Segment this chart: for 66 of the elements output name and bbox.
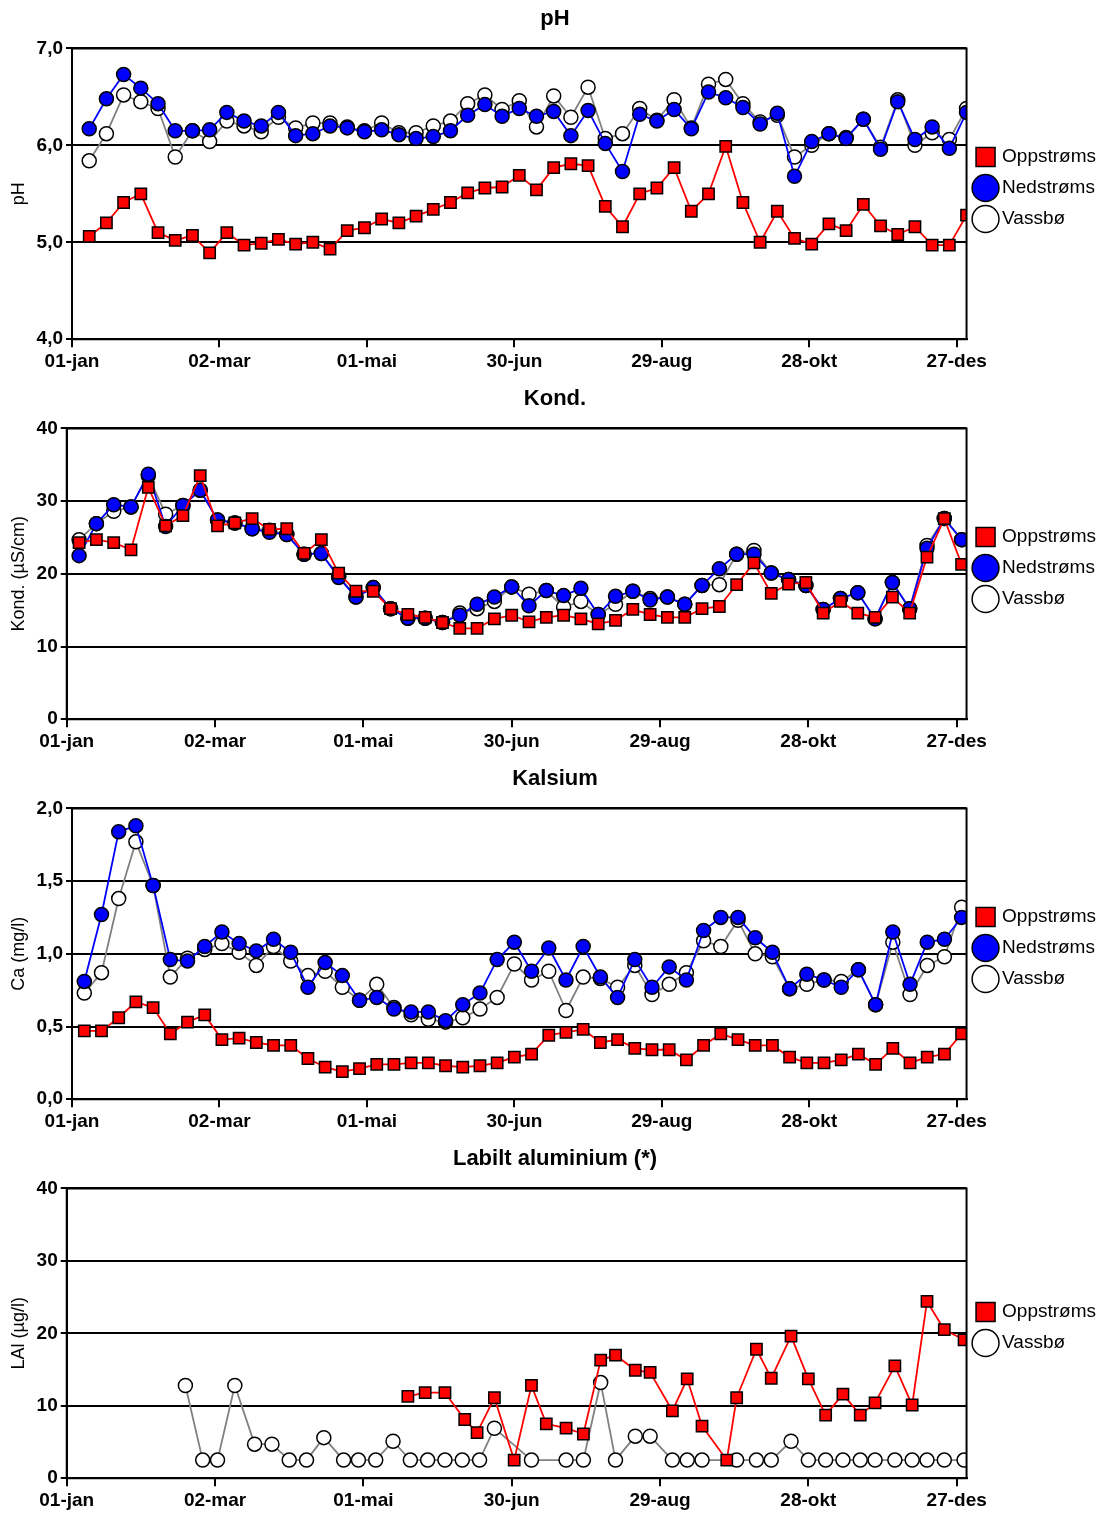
legend-label: Nedstrøms xyxy=(1002,556,1095,578)
legend-label: Vassbø xyxy=(1002,207,1066,229)
x-tick-label: 27-des xyxy=(926,729,987,751)
x-tick-label: 01-mai xyxy=(336,349,398,371)
x-tick-label: 01-mai xyxy=(333,1488,394,1510)
y-axis-title: Kond. (µS/cm) xyxy=(7,516,28,632)
x-tick-label: 29-aug xyxy=(631,349,693,371)
y-tick-label: 0 xyxy=(47,1466,58,1488)
x-tick-label: 01-jan xyxy=(39,1488,95,1510)
x-tick-label: 28-okt xyxy=(780,729,837,751)
y-axis-title: Ca (mg/l) xyxy=(7,916,28,991)
y-tick-label: 10 xyxy=(36,1393,58,1415)
chart-title: Kond. xyxy=(523,385,587,411)
x-tick-label: 28-okt xyxy=(781,349,838,371)
y-tick-label: 2,0 xyxy=(36,796,64,818)
x-tick-label: 30-jun xyxy=(483,1488,540,1510)
x-tick-label: 30-jun xyxy=(486,1109,543,1131)
x-tick-label: 29-aug xyxy=(629,1488,691,1510)
chart-title: Labilt aluminium (*) xyxy=(452,1145,658,1171)
legend-label: Oppstrøms xyxy=(1002,145,1096,167)
y-tick-label: 0 xyxy=(47,707,58,729)
y-tick-label: 7,0 xyxy=(36,36,64,58)
legend-label: Oppstrøms xyxy=(1002,1300,1096,1322)
legend-label: Nedstrøms xyxy=(1002,176,1095,198)
y-tick-label: 30 xyxy=(36,1249,58,1271)
x-tick-label: 01-jan xyxy=(39,729,95,751)
x-tick-label: 01-jan xyxy=(44,349,100,371)
x-tick-label: 30-jun xyxy=(483,729,540,751)
legend-label: Vassbø xyxy=(1002,587,1066,609)
x-tick-label: 02-mar xyxy=(188,1109,252,1131)
legend-label: Oppstrøms xyxy=(1002,525,1096,547)
legend-label: Oppstrøms xyxy=(1002,905,1096,927)
y-axis-title: pH xyxy=(7,182,28,206)
x-tick-label: 28-okt xyxy=(780,1488,837,1510)
x-tick-label: 01-jan xyxy=(44,1109,100,1131)
legend-label: Vassbø xyxy=(1002,967,1066,989)
y-tick-label: 0,0 xyxy=(36,1087,64,1109)
y-tick-label: 4,0 xyxy=(36,327,64,349)
x-tick-label: 02-mar xyxy=(188,349,252,371)
y-tick-label: 0,5 xyxy=(36,1014,64,1036)
legend-label: Vassbø xyxy=(1002,1331,1066,1353)
y-axis-title: LAl (µg/l) xyxy=(7,1297,28,1370)
x-tick-label: 01-mai xyxy=(333,729,394,751)
y-tick-label: 10 xyxy=(36,634,58,656)
y-tick-label: 1,0 xyxy=(36,942,64,964)
chart-title: Kalsium xyxy=(512,765,598,791)
y-tick-label: 20 xyxy=(36,1321,58,1343)
y-tick-label: 20 xyxy=(36,562,58,584)
x-tick-label: 27-des xyxy=(926,349,987,371)
legend-label: Nedstrøms xyxy=(1002,936,1095,958)
x-tick-label: 27-des xyxy=(926,1488,987,1510)
x-tick-label: 01-mai xyxy=(336,1109,398,1131)
y-tick-label: 6,0 xyxy=(36,133,64,155)
x-tick-label: 27-des xyxy=(926,1109,987,1131)
x-tick-label: 29-aug xyxy=(631,1109,693,1131)
x-tick-label: 29-aug xyxy=(629,729,691,751)
y-tick-label: 5,0 xyxy=(36,230,64,252)
y-tick-label: 30 xyxy=(36,489,58,511)
y-tick-label: 40 xyxy=(36,416,58,438)
y-tick-label: 40 xyxy=(36,1176,58,1198)
x-tick-label: 02-mar xyxy=(183,729,247,751)
x-tick-label: 28-okt xyxy=(781,1109,838,1131)
y-tick-label: 1,5 xyxy=(36,869,64,891)
x-tick-label: 30-jun xyxy=(486,349,543,371)
chart-title: pH xyxy=(540,5,570,31)
x-tick-label: 02-mar xyxy=(183,1488,247,1510)
